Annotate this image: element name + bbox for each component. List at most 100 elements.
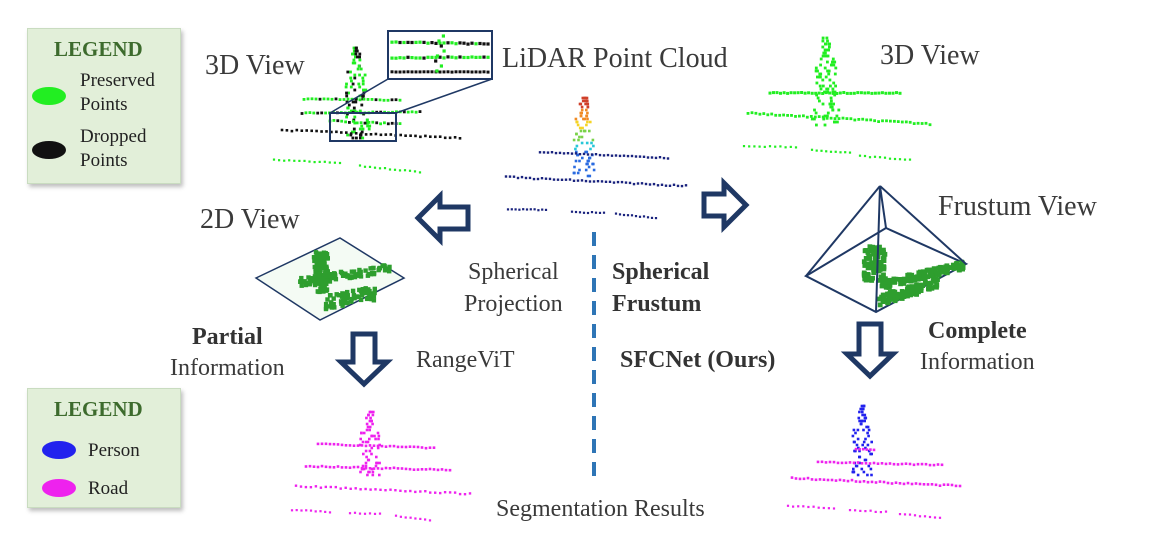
point bbox=[358, 58, 362, 62]
point bbox=[576, 153, 579, 157]
point bbox=[832, 460, 836, 464]
point bbox=[372, 286, 377, 292]
point bbox=[404, 467, 408, 471]
point bbox=[823, 66, 827, 70]
point bbox=[572, 179, 576, 182]
point bbox=[443, 491, 447, 494]
point bbox=[852, 461, 856, 465]
point bbox=[376, 446, 380, 450]
point bbox=[512, 175, 516, 178]
point bbox=[883, 276, 888, 282]
point bbox=[339, 294, 345, 299]
point bbox=[446, 55, 450, 59]
point bbox=[871, 270, 877, 275]
point bbox=[860, 422, 863, 426]
point bbox=[580, 111, 583, 115]
point bbox=[358, 164, 362, 167]
point bbox=[774, 113, 778, 117]
point bbox=[874, 510, 877, 513]
point bbox=[409, 516, 412, 519]
point bbox=[903, 158, 907, 161]
point bbox=[832, 507, 836, 510]
point bbox=[827, 72, 831, 76]
point bbox=[578, 135, 581, 139]
point bbox=[320, 442, 324, 446]
point bbox=[404, 134, 407, 137]
point bbox=[861, 259, 867, 265]
point bbox=[522, 208, 525, 211]
point bbox=[384, 466, 388, 470]
point bbox=[852, 467, 855, 471]
point bbox=[376, 467, 380, 470]
point bbox=[353, 73, 357, 77]
point bbox=[365, 428, 369, 432]
point bbox=[366, 287, 371, 292]
point bbox=[865, 276, 870, 281]
point bbox=[462, 70, 466, 74]
spherical-frustum-pyramid bbox=[803, 185, 969, 314]
point bbox=[376, 267, 381, 273]
point bbox=[442, 70, 446, 74]
point bbox=[390, 56, 394, 60]
point bbox=[876, 278, 882, 283]
point bbox=[328, 442, 332, 446]
point bbox=[753, 145, 756, 148]
point bbox=[369, 416, 372, 420]
point bbox=[824, 51, 827, 55]
point bbox=[454, 70, 458, 74]
point bbox=[325, 297, 330, 302]
point bbox=[504, 175, 508, 178]
point bbox=[672, 183, 676, 186]
point bbox=[398, 98, 402, 102]
point bbox=[377, 434, 381, 438]
point bbox=[833, 120, 836, 124]
point bbox=[349, 133, 353, 137]
point bbox=[356, 67, 360, 71]
point bbox=[879, 511, 882, 514]
point bbox=[912, 463, 916, 467]
point bbox=[544, 177, 548, 180]
point bbox=[856, 437, 860, 441]
point bbox=[352, 58, 356, 62]
point bbox=[763, 145, 766, 148]
point bbox=[429, 135, 432, 138]
point bbox=[890, 278, 895, 283]
point bbox=[450, 41, 454, 45]
point bbox=[580, 135, 584, 139]
point bbox=[324, 442, 328, 446]
point bbox=[928, 515, 932, 519]
point bbox=[582, 152, 586, 156]
point bbox=[826, 48, 830, 52]
point bbox=[815, 149, 818, 152]
point bbox=[817, 506, 820, 509]
point bbox=[868, 247, 873, 253]
point bbox=[357, 287, 362, 293]
point bbox=[320, 282, 325, 287]
point bbox=[830, 99, 833, 103]
point bbox=[354, 100, 358, 104]
point bbox=[541, 208, 544, 211]
point bbox=[864, 437, 867, 441]
point bbox=[786, 114, 789, 117]
point bbox=[932, 463, 936, 467]
point bbox=[578, 168, 581, 172]
point bbox=[324, 465, 328, 469]
point bbox=[929, 285, 935, 291]
point bbox=[321, 264, 327, 270]
point bbox=[558, 151, 562, 155]
point bbox=[369, 133, 373, 136]
point bbox=[815, 93, 818, 97]
point bbox=[302, 98, 306, 101]
point bbox=[849, 117, 853, 121]
point bbox=[867, 464, 871, 468]
point bbox=[819, 87, 823, 91]
point bbox=[818, 478, 822, 481]
point bbox=[520, 175, 524, 179]
point bbox=[404, 445, 408, 449]
point bbox=[589, 120, 592, 124]
point bbox=[866, 431, 869, 435]
point bbox=[468, 492, 472, 495]
point bbox=[399, 133, 402, 137]
point bbox=[363, 512, 367, 515]
point bbox=[365, 273, 371, 278]
